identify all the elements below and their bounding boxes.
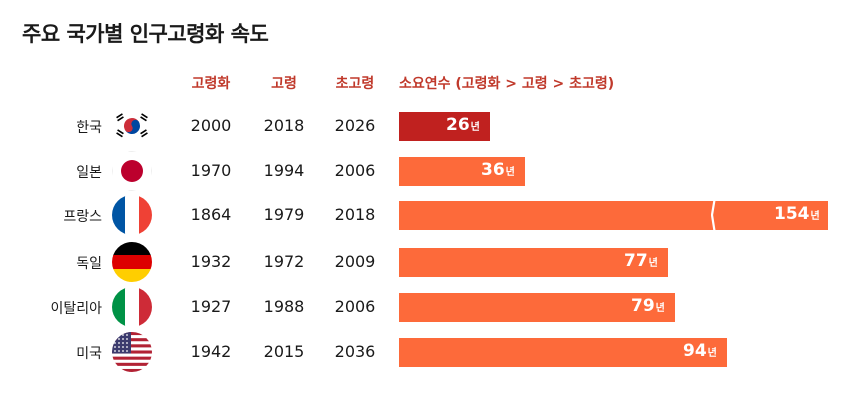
- bar-value: 77: [624, 251, 648, 271]
- bar-value: 36: [481, 160, 505, 180]
- france-flag-icon: [112, 195, 152, 235]
- bar: [399, 157, 525, 186]
- japan-flag-icon: [112, 151, 152, 191]
- year-aged: 2018: [263, 116, 305, 135]
- year-aged: 2015: [263, 342, 305, 361]
- year-super-aged: 2026: [334, 116, 376, 135]
- bar-value-label: 26년: [446, 115, 480, 137]
- bar-unit: 년: [505, 167, 515, 178]
- chart-title: 주요 국가별 인구고령화 속도: [22, 22, 269, 46]
- year-aging: 1970: [190, 161, 232, 180]
- bar: [399, 201, 828, 230]
- korea-flag-icon: [112, 106, 152, 146]
- table-row: 한국 2000 2018 2026 26년: [0, 104, 860, 148]
- bar-unit: 년: [648, 258, 658, 269]
- year-aged: 1994: [263, 161, 305, 180]
- header-super-aged: 초고령: [335, 76, 375, 92]
- year-aged: 1972: [263, 252, 305, 271]
- year-aging: 1942: [190, 342, 232, 361]
- bar-value: 154: [774, 204, 810, 224]
- country-label: 일본: [76, 165, 102, 181]
- bar-value-label: 94년: [683, 341, 717, 363]
- table-row: 일본 1970 1994 2006 36년: [0, 149, 860, 193]
- year-aging: 2000: [190, 116, 232, 135]
- country-label: 한국: [76, 120, 102, 136]
- table-row: 미국 1942 2015 2036 94년: [0, 330, 860, 374]
- country-label: 독일: [76, 256, 102, 272]
- bar-value-label: 79년: [631, 296, 665, 318]
- bar-value: 94: [683, 341, 707, 361]
- header-aged: 고령: [271, 76, 297, 92]
- year-super-aged: 2009: [334, 252, 376, 271]
- year-aged: 1979: [263, 205, 305, 224]
- country-label: 프랑스: [63, 209, 102, 225]
- bar: [399, 338, 727, 367]
- year-aging: 1864: [190, 205, 232, 224]
- year-aged: 1988: [263, 297, 305, 316]
- italy-flag-icon: [112, 287, 152, 327]
- axis-break-mark: [710, 196, 717, 235]
- year-super-aged: 2018: [334, 205, 376, 224]
- year-aging: 1932: [190, 252, 232, 271]
- header-duration: 소요연수 (고령화 > 고령 > 초고령): [399, 76, 615, 92]
- year-super-aged: 2006: [334, 161, 376, 180]
- bar-value-label: 36년: [481, 160, 515, 182]
- germany-flag-icon: [112, 242, 152, 282]
- year-super-aged: 2036: [334, 342, 376, 361]
- bar: [399, 248, 668, 277]
- bar: [399, 112, 490, 141]
- bar: [399, 293, 675, 322]
- bar-unit: 년: [707, 348, 717, 359]
- bar-value: 79: [631, 296, 655, 316]
- country-label: 미국: [76, 346, 102, 362]
- bar-unit: 년: [655, 303, 665, 314]
- bar-value-label: 154년: [774, 204, 820, 226]
- bar-value: 26: [446, 115, 470, 135]
- table-row: 이탈리아 1927 1988 2006 79년: [0, 285, 860, 329]
- bar-value-label: 77년: [624, 251, 658, 273]
- year-aging: 1927: [190, 297, 232, 316]
- bar-unit: 년: [470, 122, 480, 133]
- table-row: 독일 1932 1972 2009 77년: [0, 240, 860, 284]
- usa-flag-icon: [112, 332, 152, 372]
- bar-unit: 년: [810, 211, 820, 222]
- country-label: 이탈리아: [50, 301, 102, 317]
- header-aging: 고령화: [191, 76, 231, 92]
- year-super-aged: 2006: [334, 297, 376, 316]
- table-row: 프랑스 1864 1979 2018 154년: [0, 193, 860, 237]
